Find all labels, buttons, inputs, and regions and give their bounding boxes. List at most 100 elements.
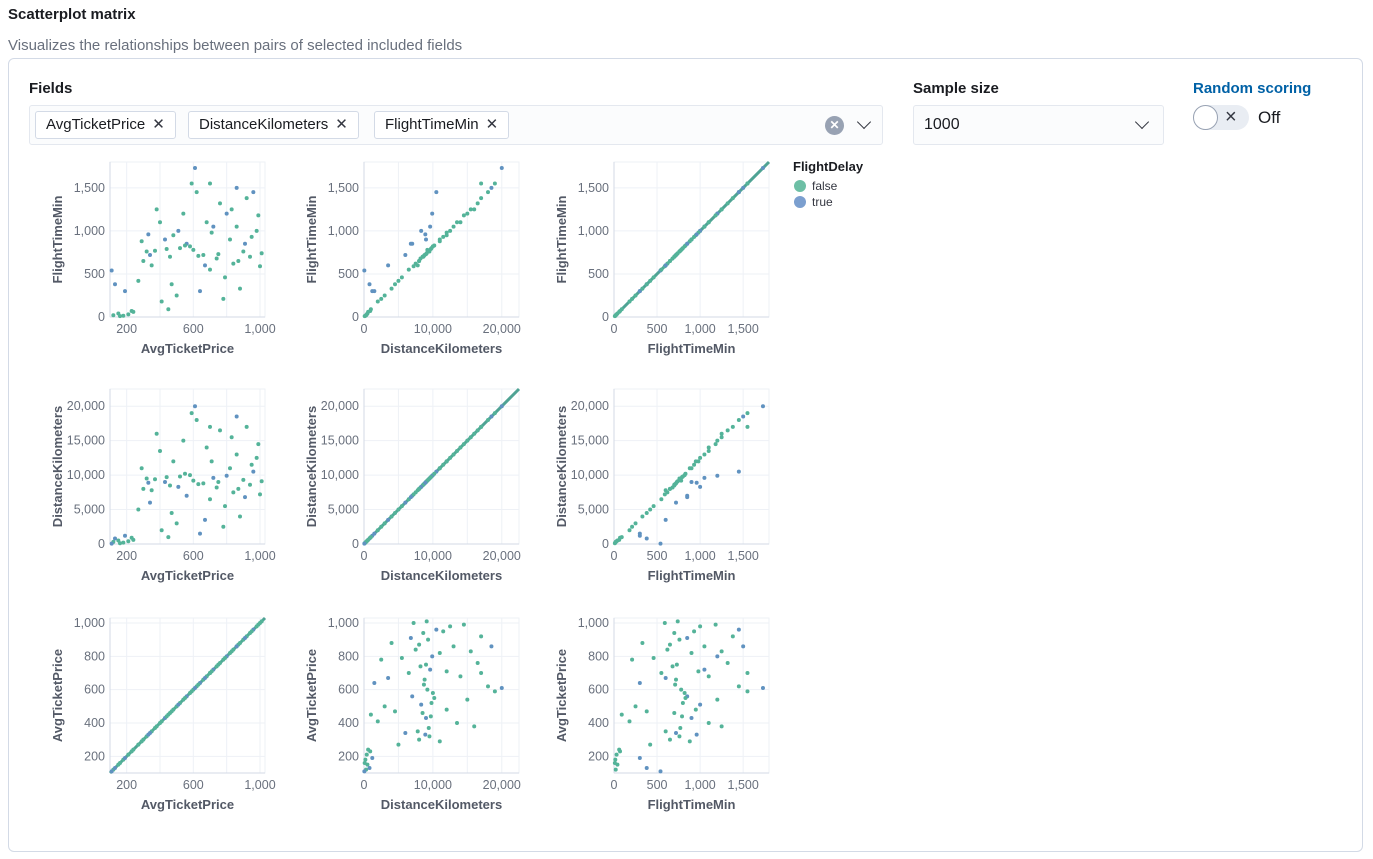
data-point <box>153 248 157 253</box>
data-point <box>123 289 127 294</box>
data-point <box>188 244 192 249</box>
data-point <box>231 490 236 495</box>
data-point <box>362 541 367 546</box>
data-point <box>411 492 416 497</box>
data-point <box>176 484 181 489</box>
y-tick-label: 0 <box>602 310 609 324</box>
data-point <box>719 649 724 654</box>
data-point <box>612 314 617 319</box>
y-tick-label: 200 <box>84 749 105 763</box>
data-point <box>689 716 694 720</box>
data-point <box>148 500 152 505</box>
data-point <box>630 657 635 662</box>
data-point <box>218 201 222 206</box>
data-point <box>745 689 750 694</box>
data-point <box>702 452 707 457</box>
data-point <box>437 239 442 244</box>
data-point <box>479 671 484 675</box>
data-point <box>674 480 679 484</box>
data-point <box>393 282 397 287</box>
y-tick-label: 1,000 <box>328 224 359 238</box>
data-point <box>259 251 264 256</box>
data-point <box>694 480 699 485</box>
data-point <box>745 671 750 675</box>
data-point <box>188 473 192 478</box>
remove-icon[interactable]: ✕ <box>152 116 165 133</box>
x-tick-label: 1,000 <box>684 322 715 336</box>
data-point <box>745 181 750 186</box>
random-scoring-toggle[interactable]: × <box>1193 105 1249 130</box>
data-point <box>193 404 197 409</box>
data-point <box>663 263 668 268</box>
data-point <box>486 418 490 422</box>
data-point <box>689 651 694 655</box>
data-point <box>680 714 685 719</box>
data-point <box>146 732 151 737</box>
data-point <box>249 234 254 239</box>
data-point <box>429 701 434 705</box>
data-point <box>674 731 678 735</box>
data-point <box>437 651 442 655</box>
x-tick-label: 0 <box>361 322 368 336</box>
legend-label-false[interactable]: false <box>812 179 838 193</box>
data-point <box>389 514 394 519</box>
data-point <box>674 677 678 682</box>
data-point <box>685 495 690 500</box>
clear-icon[interactable]: ✕ <box>825 116 844 135</box>
data-point <box>196 682 201 687</box>
data-point <box>715 473 720 478</box>
data-point <box>706 445 711 450</box>
data-point <box>166 307 171 312</box>
data-point <box>692 629 697 634</box>
data-point <box>243 241 247 246</box>
fields-combobox[interactable]: AvgTicketPrice ✕ DistanceKilometers ✕ Flig… <box>29 105 883 145</box>
data-point <box>432 696 437 700</box>
data-point <box>118 314 122 319</box>
data-point <box>441 234 446 239</box>
data-point <box>651 504 656 509</box>
data-point <box>144 476 149 481</box>
y-axis-title: AvgTicketPrice <box>554 649 569 742</box>
data-point <box>362 761 367 765</box>
data-point <box>613 757 618 762</box>
x-tick-label: 500 <box>647 549 668 563</box>
remove-icon[interactable]: ✕ <box>485 116 499 133</box>
x-tick-label: 0 <box>361 778 368 792</box>
y-tick-label: 500 <box>84 267 105 281</box>
data-point <box>244 424 249 429</box>
data-point <box>719 435 724 440</box>
data-point <box>448 228 453 233</box>
data-point <box>694 232 699 237</box>
data-point <box>472 431 477 436</box>
data-point <box>379 296 384 301</box>
sample-size-select[interactable]: 1000 <box>913 105 1164 145</box>
data-point <box>698 484 703 489</box>
data-point <box>243 495 247 500</box>
data-point <box>745 411 750 416</box>
data-point <box>234 414 239 419</box>
data-point <box>637 289 642 294</box>
data-point <box>159 528 164 533</box>
data-point <box>670 664 675 669</box>
remove-icon[interactable]: ✕ <box>335 116 348 133</box>
data-point <box>427 734 432 739</box>
data-point <box>659 267 664 272</box>
x-axis-title: FlightTimeMin <box>648 797 736 812</box>
legend-label-true[interactable]: true <box>812 195 833 209</box>
data-point <box>437 739 442 744</box>
data-point <box>612 761 617 765</box>
data-point <box>158 220 162 225</box>
data-point <box>129 749 134 754</box>
data-point <box>251 190 256 195</box>
x-tick-label: 1,000 <box>684 778 715 792</box>
data-point <box>658 769 663 774</box>
data-point <box>424 662 428 667</box>
data-point <box>702 667 707 672</box>
data-point <box>683 471 688 476</box>
data-point <box>614 752 619 757</box>
data-point <box>719 724 724 729</box>
data-point <box>702 224 707 229</box>
data-point <box>492 181 497 186</box>
y-tick-label: 10,000 <box>321 468 359 482</box>
diagonal-points <box>362 387 521 546</box>
